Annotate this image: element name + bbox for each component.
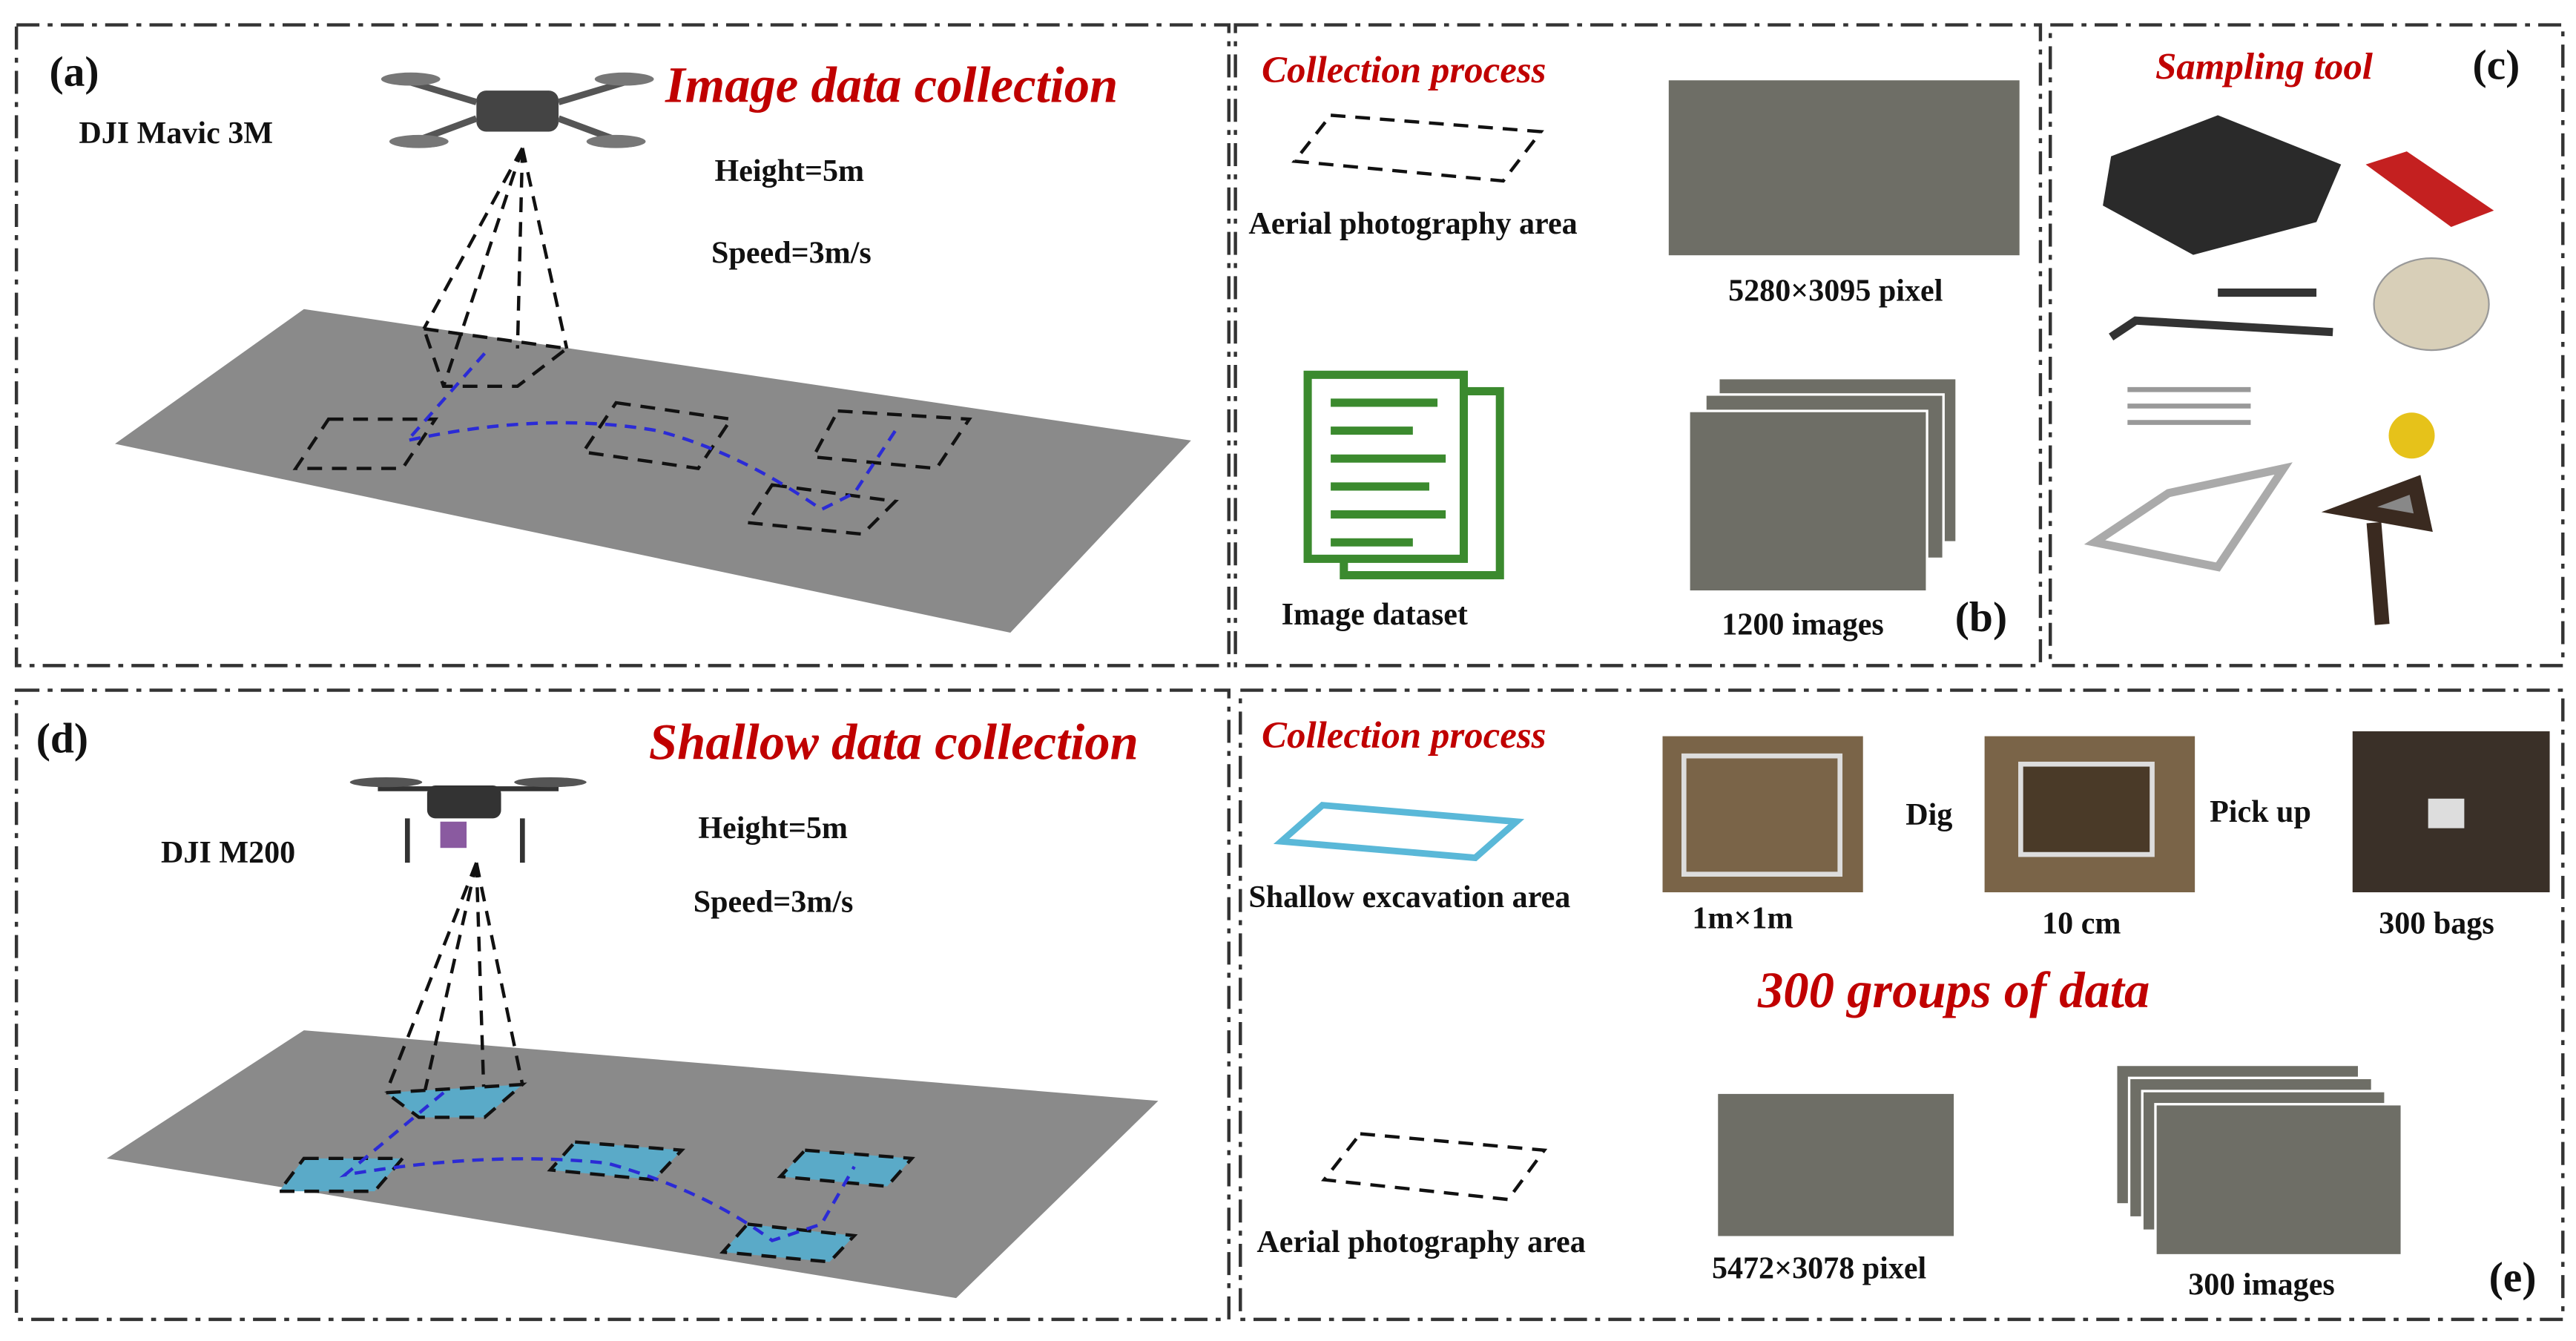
area-icon	[1321, 1132, 1548, 1202]
rods	[2127, 386, 2251, 425]
frame	[2083, 462, 2293, 572]
bags-label: 300 bags	[2379, 906, 2494, 940]
panel-label: (b)	[1955, 594, 2007, 641]
area-icon	[1291, 113, 1544, 183]
height: Height=5m	[698, 811, 848, 846]
depth-label: 10 cm	[2042, 906, 2121, 940]
speed: Speed=3m/s	[711, 237, 872, 271]
panel-title: Collection process	[1262, 715, 1546, 757]
photo	[1666, 77, 2023, 258]
excavation-label: Shallow excavation area	[1248, 880, 1570, 915]
phone	[2365, 151, 2494, 227]
panel-label: (e)	[2489, 1254, 2537, 1301]
panel-c: Sampling tool (c)	[2083, 42, 2520, 625]
resolution: 5472×3078 pixel	[1712, 1252, 1926, 1286]
resolution: 5280×3095 pixel	[1728, 274, 1943, 309]
drone-name: DJI M200	[161, 836, 295, 870]
count: 300 images	[2188, 1268, 2335, 1302]
dataset-icon	[1303, 370, 1504, 580]
panel-title: Collection process	[1262, 50, 1546, 91]
panel-a-border	[14, 23, 1231, 668]
area-label: Aerial photography area	[1248, 207, 1577, 241]
panel-a: (a) DJI Mavic 3M Image data collection H…	[49, 48, 1191, 633]
hammer	[2321, 475, 2433, 625]
panel-title: Sampling tool	[2155, 47, 2374, 88]
panel-title: Shallow data collection	[649, 714, 1139, 771]
size-label: 1m×1m	[1692, 902, 1793, 936]
pick-label: Pick up	[2210, 795, 2311, 829]
photo	[2154, 1103, 2403, 1257]
panel-label: (d)	[36, 716, 88, 762]
photo	[1715, 1091, 1957, 1239]
height: Height=5m	[714, 154, 864, 188]
groups-title: 300 groups of data	[1757, 962, 2150, 1018]
panel-label: (a)	[49, 48, 99, 95]
sieve	[2373, 257, 2490, 352]
dig-label: Dig	[1905, 798, 1952, 832]
panel-b: Collection process Aerial photography ar…	[1248, 50, 2023, 642]
shovel	[2109, 316, 2333, 340]
panel-c-border	[2049, 23, 2565, 668]
photo	[1662, 736, 1863, 893]
panel-title: Image data collection	[665, 57, 1118, 113]
field	[115, 309, 1191, 633]
speed: Speed=3m/s	[694, 886, 854, 920]
dataset-label: Image dataset	[1282, 598, 1468, 632]
drone-name: DJI Mavic 3M	[79, 116, 273, 151]
panel-d: (d) DJI M200 Shallow data collection Hei…	[36, 714, 1159, 1299]
drone	[349, 777, 587, 863]
drone	[381, 72, 654, 148]
area-label: Aerial photography area	[1256, 1225, 1585, 1259]
tape	[2388, 412, 2435, 459]
panel-d-border	[14, 688, 1231, 1322]
toolbox	[2103, 115, 2342, 255]
panel-e: Collection process Shallow excavation ar…	[1248, 715, 2550, 1302]
panel-b-border	[1233, 23, 2043, 668]
photo	[1687, 409, 1928, 593]
count: 1200 images	[1722, 607, 1884, 642]
panel-label: (c)	[2472, 42, 2520, 89]
excavation-icon	[1273, 802, 1525, 862]
